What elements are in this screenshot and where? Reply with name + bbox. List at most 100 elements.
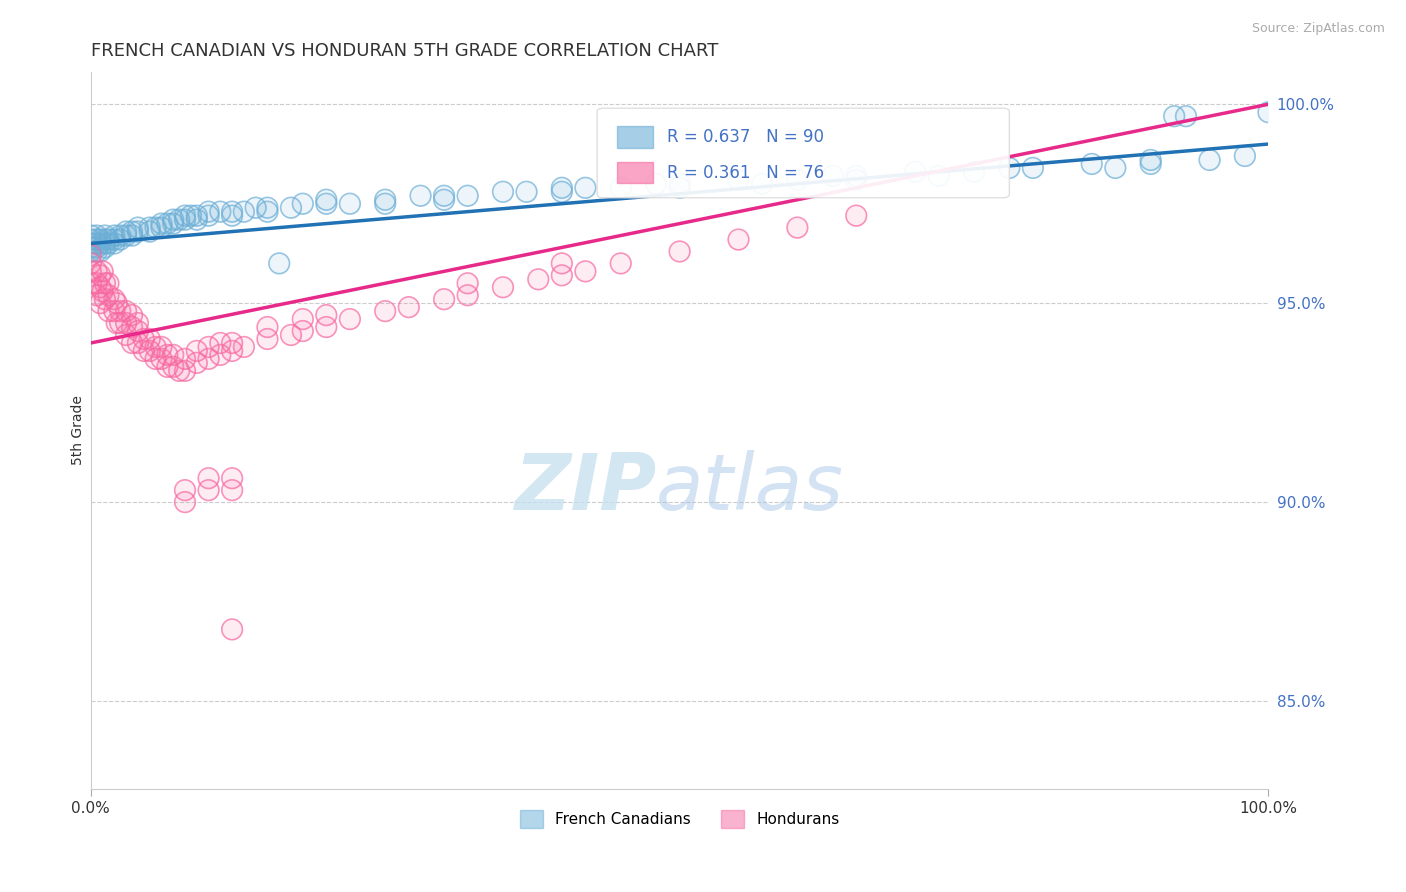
Point [86, 264, 108, 278]
Point [821, 169, 844, 183]
Point [845, 169, 868, 183]
Point [339, 312, 361, 326]
Point [786, 173, 808, 187]
Point [221, 483, 243, 497]
Point [551, 185, 574, 199]
Point [180, 209, 202, 223]
Point [156, 348, 179, 362]
Point [221, 471, 243, 485]
Point [197, 209, 219, 223]
Point [103, 236, 125, 251]
Point [197, 204, 219, 219]
Point [186, 209, 208, 223]
Point [121, 335, 143, 350]
Point [209, 348, 232, 362]
Point [80, 264, 103, 278]
Point [609, 181, 631, 195]
Point [291, 196, 314, 211]
Point [209, 348, 232, 362]
Point [245, 201, 267, 215]
Point [110, 316, 132, 330]
Point [998, 161, 1021, 175]
Point [86, 288, 108, 302]
Point [150, 220, 173, 235]
Point [280, 328, 302, 343]
Point [339, 196, 361, 211]
Point [80, 228, 103, 243]
Point [904, 165, 927, 179]
Point [115, 304, 138, 318]
Point [280, 201, 302, 215]
Point [551, 185, 574, 199]
Point [374, 196, 396, 211]
Point [256, 201, 278, 215]
Point [457, 288, 479, 302]
Point [574, 264, 596, 278]
Point [80, 228, 103, 243]
Point [103, 228, 125, 243]
Point [132, 343, 155, 358]
Point [91, 284, 114, 298]
Point [668, 177, 690, 191]
Point [197, 351, 219, 366]
Point [256, 204, 278, 219]
Point [121, 225, 143, 239]
Point [94, 240, 117, 254]
Point [115, 228, 138, 243]
Point [315, 308, 337, 322]
Point [115, 328, 138, 343]
Point [97, 233, 120, 247]
Point [115, 328, 138, 343]
Point [197, 471, 219, 485]
Point [110, 304, 132, 318]
Point [928, 169, 950, 183]
Point [197, 483, 219, 497]
Point [127, 220, 149, 235]
Point [162, 348, 184, 362]
Point [221, 204, 243, 219]
Point [138, 332, 160, 346]
Point [221, 623, 243, 637]
Point [574, 181, 596, 195]
Point [86, 244, 108, 259]
Point [221, 335, 243, 350]
Point [232, 340, 254, 354]
Point [115, 304, 138, 318]
Point [80, 240, 103, 254]
Point [89, 296, 111, 310]
Point [515, 185, 537, 199]
Point [1163, 109, 1185, 123]
Point [80, 233, 103, 247]
Point [186, 212, 208, 227]
Point [398, 300, 420, 314]
Point [89, 236, 111, 251]
Point [80, 248, 103, 262]
Point [162, 217, 184, 231]
Point [1081, 157, 1104, 171]
Y-axis label: 5th Grade: 5th Grade [72, 395, 86, 466]
Point [174, 364, 197, 378]
Text: R = 0.637   N = 90: R = 0.637 N = 90 [666, 128, 824, 146]
Point [339, 196, 361, 211]
Point [174, 351, 197, 366]
Point [269, 256, 291, 270]
Point [668, 181, 690, 195]
Point [80, 277, 103, 291]
Point [150, 217, 173, 231]
Point [94, 277, 117, 291]
Point [668, 177, 690, 191]
Point [374, 193, 396, 207]
Point [315, 193, 337, 207]
Point [138, 332, 160, 346]
Point [150, 220, 173, 235]
Point [156, 217, 179, 231]
Point [1022, 161, 1045, 175]
Point [132, 343, 155, 358]
Point [162, 212, 184, 227]
Point [121, 335, 143, 350]
Point [121, 228, 143, 243]
Point [138, 225, 160, 239]
Point [94, 292, 117, 306]
Point [1257, 105, 1279, 120]
Point [374, 304, 396, 318]
